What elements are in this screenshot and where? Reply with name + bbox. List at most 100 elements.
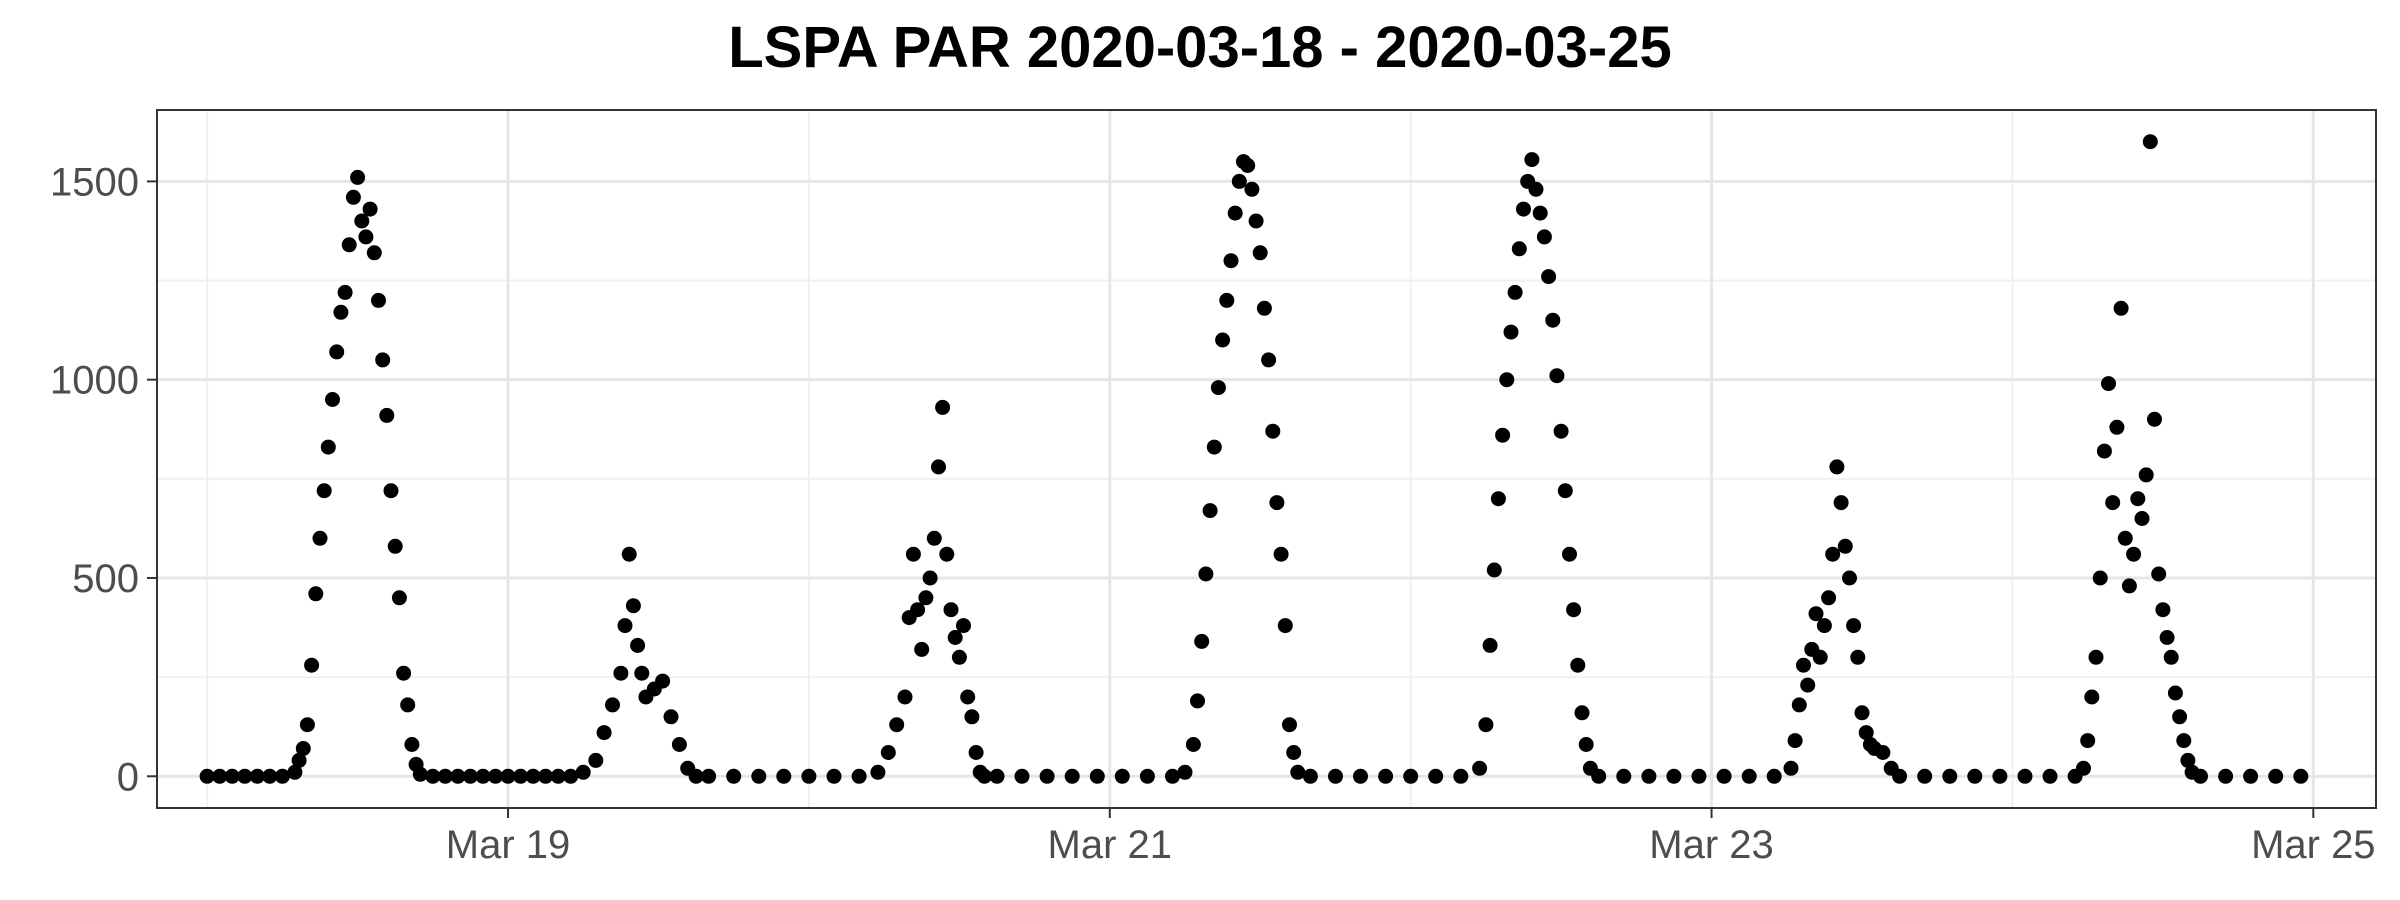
data-point <box>621 546 637 562</box>
data-point <box>1511 241 1527 257</box>
data-point <box>905 546 921 562</box>
data-point <box>922 570 938 586</box>
data-point <box>2163 649 2179 665</box>
data-point <box>1490 491 1506 507</box>
data-point <box>2155 602 2171 618</box>
data-point <box>625 598 641 614</box>
data-point <box>337 284 353 300</box>
data-point <box>1495 427 1511 443</box>
data-point <box>1499 372 1515 388</box>
data-point <box>1503 324 1519 340</box>
data-point <box>2193 768 2208 784</box>
data-point <box>1791 697 1807 713</box>
data-point <box>345 189 361 205</box>
data-point <box>1277 618 1293 634</box>
data-point <box>1616 768 1632 784</box>
data-point <box>1210 380 1226 396</box>
data-point <box>776 768 792 784</box>
data-point <box>1787 733 1803 749</box>
data-point <box>1833 495 1849 511</box>
data-point <box>1516 201 1531 217</box>
data-point <box>751 768 767 784</box>
data-point <box>655 673 671 689</box>
data-point <box>325 392 340 407</box>
data-point <box>910 602 926 618</box>
data-point <box>1641 768 1657 784</box>
plot-panel <box>157 110 2376 808</box>
data-point <box>1532 205 1548 221</box>
data-point <box>1691 768 1707 784</box>
data-point <box>688 768 704 784</box>
data-point <box>391 590 407 606</box>
data-point <box>1165 768 1180 784</box>
chart-title: LSPA PAR 2020-03-18 - 2020-03-25 <box>728 15 1672 80</box>
data-point <box>329 344 345 360</box>
data-point <box>1286 745 1302 760</box>
data-point <box>701 768 717 784</box>
data-point <box>1244 181 1260 197</box>
data-point <box>1227 205 1243 221</box>
data-point <box>1842 570 1857 586</box>
data-point <box>1206 439 1222 455</box>
data-point <box>1256 300 1272 316</box>
data-point <box>989 768 1005 784</box>
data-point <box>1549 368 1565 384</box>
data-point <box>312 530 328 546</box>
data-point <box>1248 213 1264 229</box>
data-point <box>914 641 930 657</box>
data-point <box>2180 752 2196 768</box>
data-point <box>1114 768 1130 784</box>
data-point <box>320 439 336 455</box>
data-point <box>1240 158 1256 173</box>
data-point <box>2117 530 2133 546</box>
data-point <box>1545 312 1561 328</box>
data-point <box>956 618 971 634</box>
data-point <box>1524 152 1540 168</box>
data-point <box>2167 685 2183 701</box>
data-point <box>1917 768 1933 784</box>
data-point <box>1472 760 1488 776</box>
data-point <box>2109 419 2125 435</box>
data-point <box>1378 768 1394 784</box>
data-point <box>2096 443 2112 459</box>
data-point <box>304 657 320 673</box>
data-point <box>362 201 378 217</box>
data-point <box>880 745 896 760</box>
data-point <box>295 741 311 756</box>
data-point <box>935 399 951 415</box>
data-point <box>960 689 976 705</box>
data-point <box>2293 768 2309 784</box>
data-point <box>274 768 290 784</box>
data-point <box>1557 483 1573 499</box>
data-point <box>2243 768 2259 784</box>
plot-border <box>156 109 2377 809</box>
data-point <box>262 768 278 784</box>
data-point <box>617 618 633 634</box>
data-point <box>371 292 386 308</box>
data-point <box>2092 570 2108 586</box>
data-point <box>613 665 629 681</box>
data-point <box>2176 733 2192 749</box>
data-point <box>1219 292 1235 308</box>
data-point <box>1528 181 1544 197</box>
data-point <box>525 768 541 784</box>
data-point <box>488 768 503 784</box>
data-point <box>851 768 867 784</box>
data-point <box>897 689 913 705</box>
data-point <box>1290 764 1306 780</box>
data-point <box>2080 733 2096 749</box>
data-point <box>224 768 240 784</box>
data-point <box>563 768 579 784</box>
data-point <box>2088 649 2104 665</box>
data-point <box>2268 768 2284 784</box>
x-tick-label: Mar 25 <box>2251 823 2376 867</box>
y-tick-label: 1000 <box>50 359 139 403</box>
data-point <box>1261 352 1277 368</box>
data-point <box>2159 630 2175 645</box>
data-point <box>588 752 604 768</box>
data-point <box>366 245 382 261</box>
data-point <box>2126 546 2142 562</box>
data-point <box>1858 725 1874 741</box>
data-point <box>1816 618 1832 634</box>
